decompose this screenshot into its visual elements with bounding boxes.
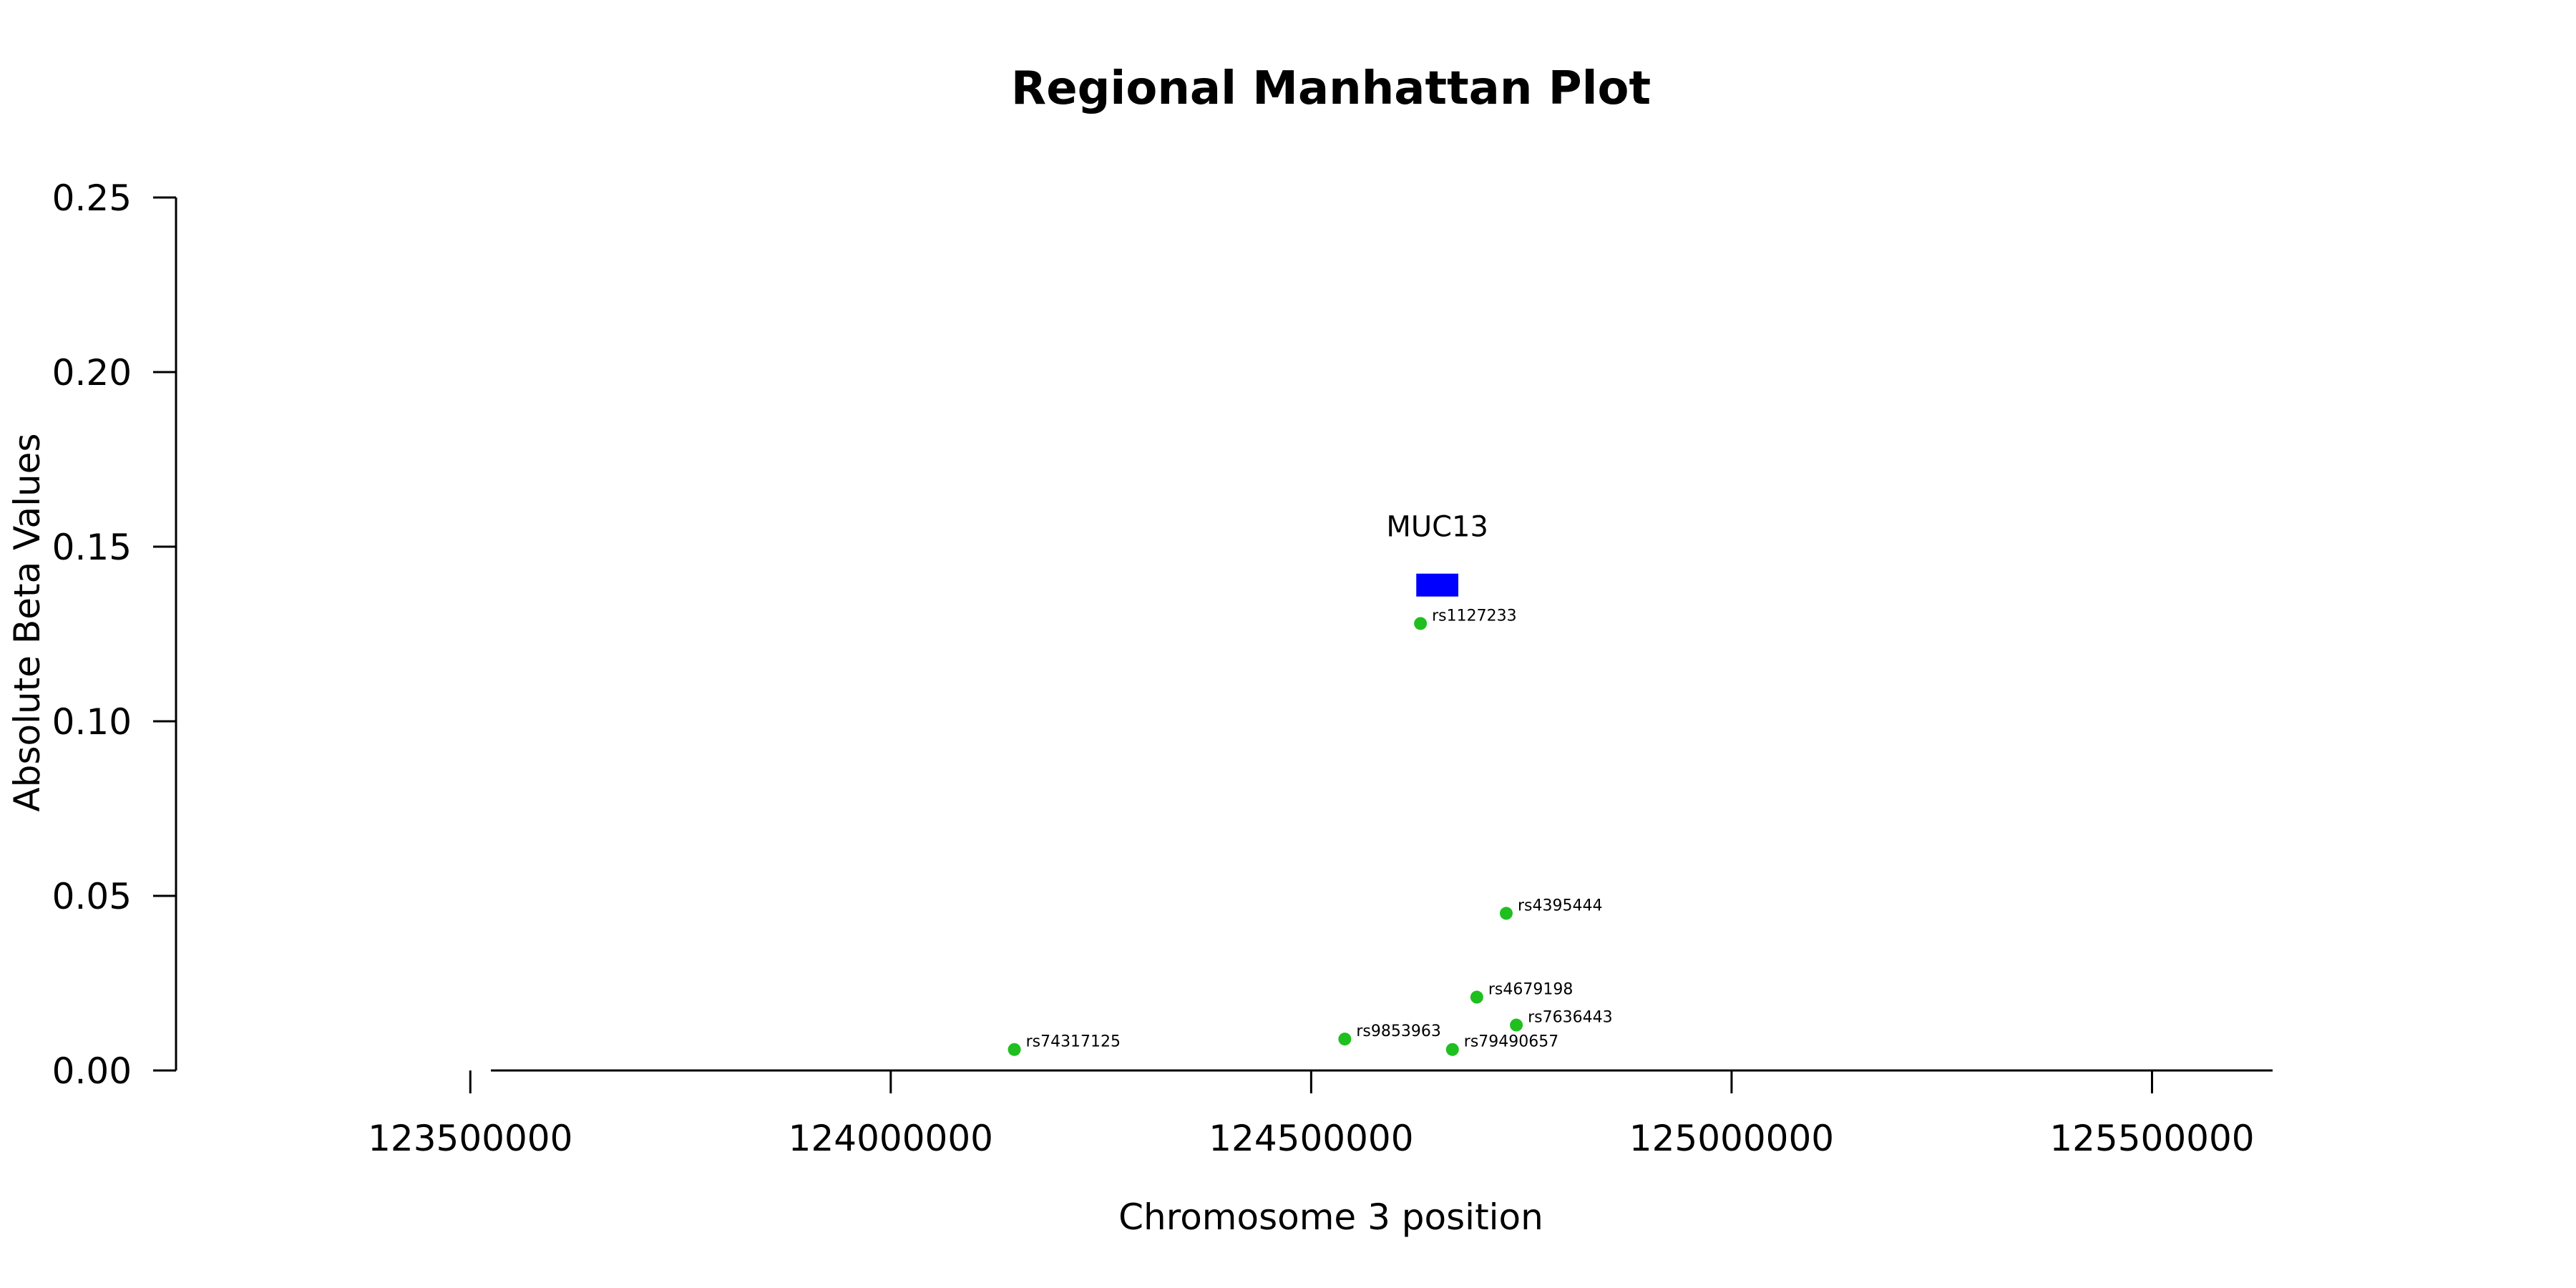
snp-label: rs1127233 bbox=[1432, 607, 1517, 625]
y-tick-label: 0.10 bbox=[52, 701, 132, 743]
snp-label: rs74317125 bbox=[1026, 1033, 1121, 1051]
x-axis-title: Chromosome 3 position bbox=[1118, 1196, 1543, 1238]
y-tick-label: 0.00 bbox=[52, 1050, 132, 1092]
y-tick-label: 0.20 bbox=[52, 352, 132, 394]
x-tick-label: 124000000 bbox=[789, 1118, 993, 1159]
y-tick-label: 0.05 bbox=[52, 876, 132, 917]
y-ticks: 0.00 0.05 0.10 0.15 0.20 0.25 bbox=[52, 177, 176, 1092]
x-tick-label: 123500000 bbox=[368, 1118, 572, 1159]
gene-bar bbox=[1416, 573, 1459, 597]
snp-point bbox=[1499, 907, 1513, 920]
x-tick-label: 125500000 bbox=[2049, 1118, 2254, 1159]
y-tick-label: 0.25 bbox=[52, 177, 132, 219]
snp-point bbox=[1008, 1043, 1021, 1056]
chart-title: Regional Manhattan Plot bbox=[1011, 62, 1651, 115]
snp-point bbox=[1338, 1033, 1352, 1046]
snp-point bbox=[1414, 617, 1428, 630]
snp-label: rs7636443 bbox=[1528, 1009, 1613, 1027]
y-tick-label: 0.15 bbox=[52, 527, 132, 568]
snp-point bbox=[1445, 1043, 1459, 1056]
gene-track: MUC13 bbox=[1386, 511, 1488, 597]
y-axis-title: Absolute Beta Values bbox=[6, 434, 48, 812]
x-ticks: 123500000 124000000 124500000 125000000 1255… bbox=[368, 1070, 2255, 1159]
snp-label: rs9853963 bbox=[1356, 1023, 1441, 1040]
snp-points: rs1127233 rs4395444 rs4679198 rs7636443 rs98… bbox=[1008, 607, 1613, 1056]
x-tick-label: 125000000 bbox=[1629, 1118, 1834, 1159]
gene-label: MUC13 bbox=[1386, 511, 1488, 544]
snp-point bbox=[1510, 1018, 1523, 1032]
snp-label: rs79490657 bbox=[1464, 1033, 1558, 1051]
snp-label: rs4679198 bbox=[1488, 981, 1574, 999]
snp-label: rs4395444 bbox=[1518, 897, 1603, 914]
x-tick-label: 124500000 bbox=[1209, 1118, 1413, 1159]
snp-point bbox=[1470, 990, 1483, 1004]
